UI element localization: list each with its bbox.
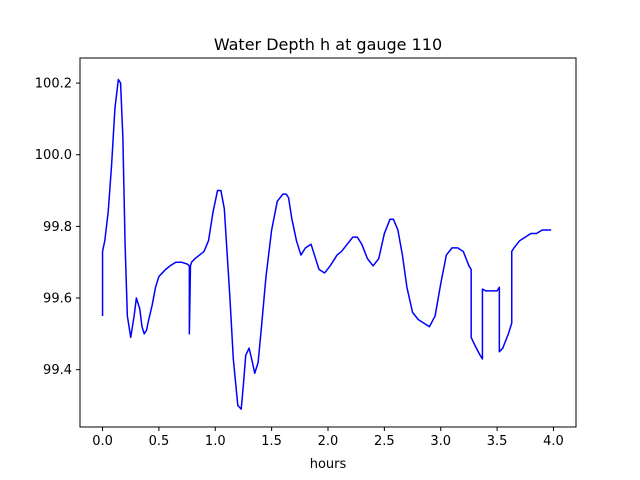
y-tick-label: 99.6 [43,292,72,307]
x-axis-ticks: 0.0 0.5 1.0 1.5 2.0 2.5 3.0 3.5 4.0 [92,427,564,449]
y-tick-label: 100.0 [35,148,72,163]
x-tick-label: 0.0 [92,434,113,449]
y-tick-label: 100.2 [35,77,72,92]
x-tick-label: 2.5 [374,434,395,449]
x-tick-label: 1.0 [205,434,226,449]
x-tick-label: 3.5 [487,434,508,449]
y-tick-label: 99.8 [43,220,72,235]
x-tick-label: 3.0 [430,434,451,449]
y-tick-label: 99.4 [43,363,72,378]
plot-frame [79,57,577,428]
y-axis-ticks: 99.4 99.6 99.8 100.0 100.2 [35,77,80,378]
x-tick-label: 1.5 [261,434,282,449]
series-group [101,78,552,410]
x-tick-label: 2.0 [318,434,339,449]
x-tick-label: 0.5 [149,434,170,449]
x-axis-label: hours [310,457,347,472]
series-line [101,78,552,410]
chart-title: Water Depth h at gauge 110 [214,35,442,54]
x-tick-label: 4.0 [543,434,564,449]
